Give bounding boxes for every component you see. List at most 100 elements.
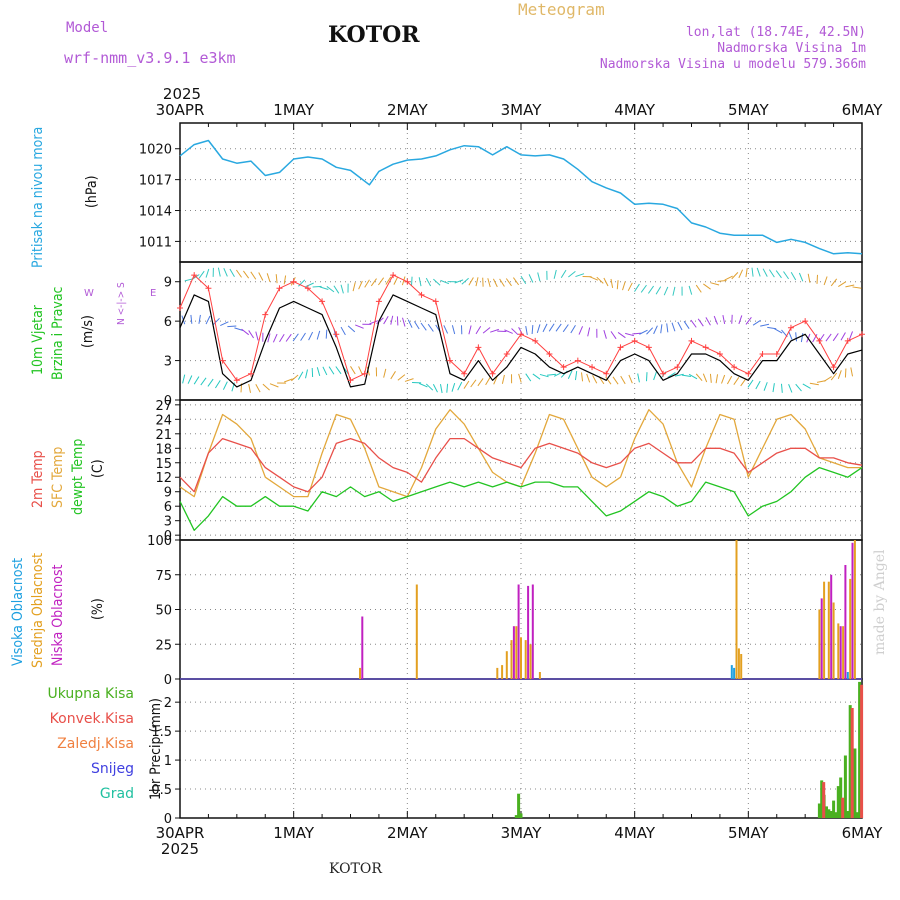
wind-arrow [390,371,396,380]
temp-ytick-label: 18 [155,442,172,457]
wind-gust-marker [390,272,397,279]
wind-gust-marker [375,298,382,305]
wind-arrow [722,315,726,325]
wind-arrow [666,323,669,333]
precip-ytick-label: 1 [164,754,172,769]
wind-arrow [603,277,609,287]
mid-cloud-bar [849,578,852,679]
wind-arrow [292,333,299,342]
wind-arrow [570,325,576,334]
wind-arrow [553,269,557,279]
legend-freezing-rain: Zaledj.Kisa [57,736,134,752]
wind-arrow [738,269,744,279]
wind-gust-marker [631,337,638,344]
wind-arrow [300,332,306,341]
wind-arrow [335,366,342,375]
wind-arrow [258,272,264,281]
wind-gust-marker [645,344,652,351]
wind-arrow [402,317,406,327]
wind-arrow [492,278,498,288]
wind-arrow [499,278,505,287]
total-rain-bar [519,813,523,818]
wind-arrow [715,374,719,384]
wind-arrow [393,276,399,285]
time-label-bottom: 4MAY [614,824,656,842]
wind-gust-marker [304,285,311,292]
wind-gust-marker [177,305,183,311]
wind-arrow [370,278,377,287]
low-cloud-bar [830,574,833,680]
wind-arrow [755,380,761,390]
wind-arrow [637,373,640,383]
high-cloud-bar [730,665,733,679]
low-cloud-bar [517,584,520,679]
wind-gust-marker [816,337,823,344]
wind-arrow [390,315,394,325]
legend-hail: Grad [99,786,134,802]
wind-arrow [709,373,712,383]
mid-cloud-bar [853,540,856,679]
wind-arrow [592,375,598,384]
wind-arrow [297,371,304,380]
wind-arrow [443,325,449,334]
wind-arrow [760,323,770,327]
wind-arrow [193,376,200,385]
coordinates: lon,lat (18.74E, 42.5N) [685,25,866,40]
total-rain-bar [843,755,847,818]
cloud-ytick-label: 100 [147,534,172,549]
mid-cloud-bar [737,648,740,679]
wind-arrow [316,330,321,340]
wind-gust-marker [688,337,695,344]
mid-cloud-bar [359,667,361,679]
wind-arrow [830,278,838,287]
wind-arrow [783,271,790,280]
wind-arrow [328,366,335,375]
wind-arrow [807,273,811,283]
temp-ytick-label: 6 [164,500,172,515]
wind-arrow [223,268,228,277]
wind-gust-marker [461,370,468,377]
wind-arrow [528,274,534,283]
total-rain-bar [858,681,862,818]
wind-arrow [740,378,747,387]
wind-gust-marker [603,370,610,377]
wind-gust-marker [660,370,667,377]
wind-arrow [542,323,548,333]
total-rain-bar [817,803,821,818]
wind-arrow [667,372,676,378]
wind-arrow [425,277,432,287]
high-cloud-bar [733,667,736,679]
time-label-top: 1MAY [273,101,315,119]
high-cloud-bar [846,672,849,679]
wind-arrow [404,378,414,382]
wind-arrow [617,332,626,339]
wind-arrow [255,383,261,393]
wind-arrow [512,277,520,286]
total-rain-bar [846,811,850,818]
time-label-bottom: 30APR [156,824,205,842]
wind-gust-marker [333,331,340,338]
wind-arrow [457,381,463,391]
legend-total-rain: Ukupna Kisa [47,686,134,702]
wind-arrow [575,273,585,278]
wind-arrow [745,316,752,325]
wind-arrow [825,333,832,342]
wind-arrow [695,373,703,382]
wind-gust-marker [503,351,510,357]
wind-arrow [283,275,287,285]
wind-arrow [214,380,221,389]
wind-arrow [837,370,842,379]
wind-arrow [198,270,205,279]
convective-rain-bar [850,708,854,818]
wind-arrow [628,374,633,384]
wind-arrow [358,366,363,375]
time-label-bottom: 3MAY [501,824,543,842]
station-title: KOTOR [328,22,420,48]
wind-arrow [581,372,584,382]
wind-arrow [639,329,648,335]
wind-arrow [407,319,413,328]
wind-gust-marker [489,370,496,377]
wind-arrow [279,334,285,343]
total-rain-bar [820,780,824,818]
wind-arrow [266,273,271,283]
